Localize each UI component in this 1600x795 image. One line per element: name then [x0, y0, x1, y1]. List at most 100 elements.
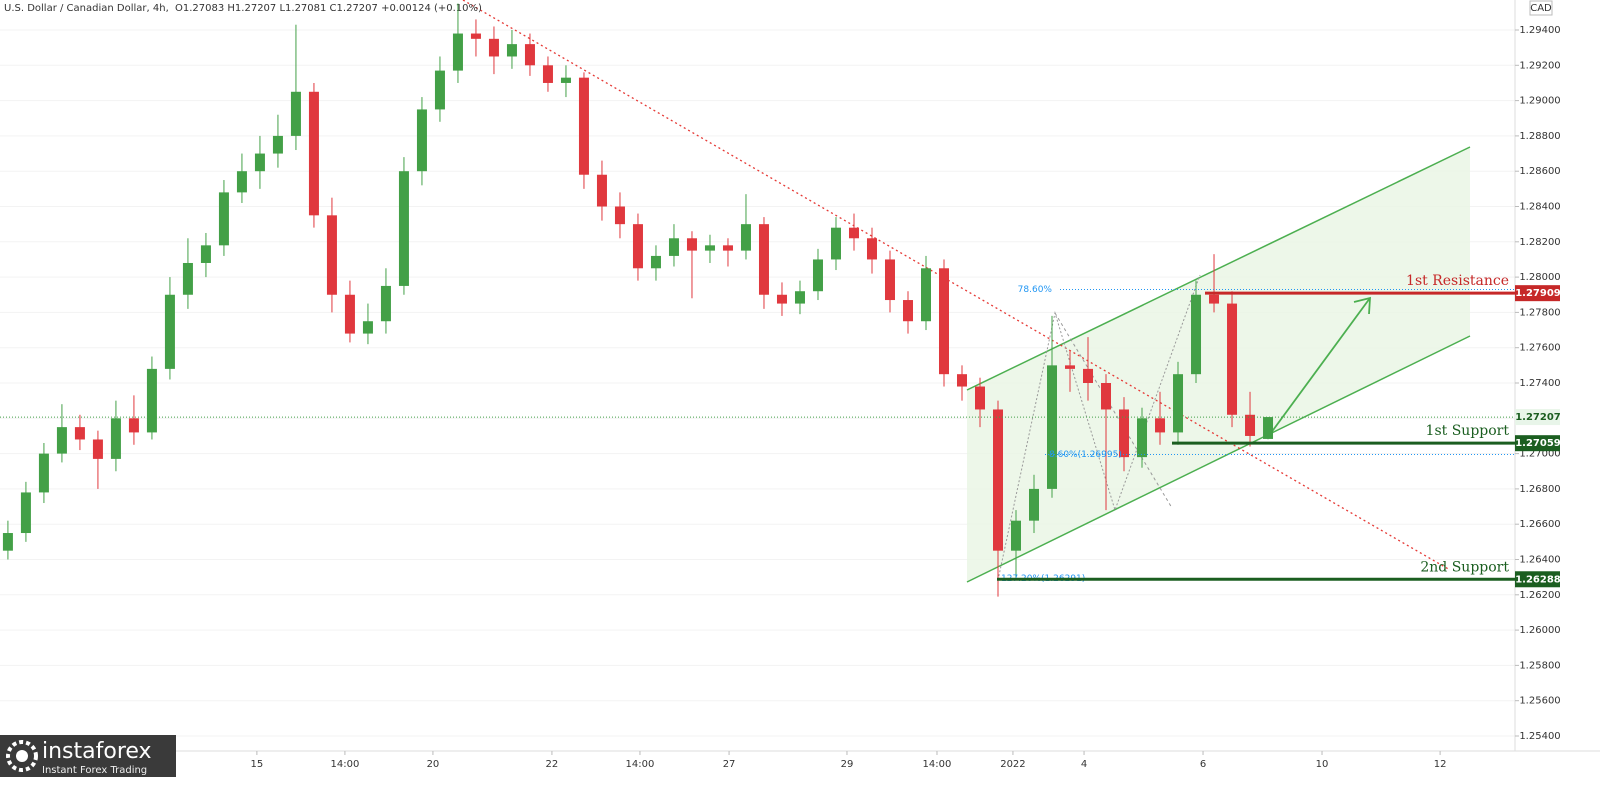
y-tick-label: 1.25800 [1519, 660, 1560, 671]
y-tick-label: 1.29400 [1519, 25, 1560, 36]
level-name: 1st Resistance [1406, 273, 1509, 289]
candle-body [1029, 488, 1040, 521]
candle-body [1245, 414, 1256, 436]
fib-label: 78.60% [1018, 285, 1053, 295]
candle-body [56, 427, 67, 454]
brand-name: instaforex [42, 739, 152, 764]
currency-box [1529, 0, 1553, 16]
y-tick-label: 1.26600 [1519, 519, 1560, 530]
candle-body [704, 245, 715, 251]
x-tick-label: 6 [1200, 759, 1206, 770]
candle-body [290, 91, 301, 136]
candle-body [650, 255, 661, 269]
drawings [462, 0, 1471, 583]
ohlc: O1.27083 H1.27207 L1.27081 C1.27207 +0.0… [175, 3, 482, 14]
candle-body [182, 262, 193, 295]
candle-body [686, 238, 697, 251]
candle-body [128, 418, 139, 433]
x-tick-label: 22 [546, 759, 559, 770]
y-tick-label: 1.27400 [1519, 378, 1560, 389]
candle-body [578, 77, 589, 175]
candle-body [920, 268, 931, 322]
y-tick-label: 1.26200 [1519, 590, 1560, 601]
candle-body [164, 294, 175, 369]
candle-body [326, 215, 337, 295]
last-price-box [1515, 409, 1560, 426]
level-box [1515, 285, 1560, 302]
candle-body [1065, 365, 1076, 369]
candle-body [488, 38, 499, 57]
candle-body [344, 294, 355, 334]
candle-body [2, 533, 13, 551]
y-tick-label: 1.27600 [1519, 343, 1560, 354]
candle-body [416, 109, 427, 172]
x-tick-label: 12 [1434, 759, 1447, 770]
channel-lower [966, 335, 1471, 583]
level-name: 2nd Support [1420, 559, 1509, 575]
x-tick-label: 14:00 [330, 759, 359, 770]
candle-body [1227, 303, 1238, 415]
x-tick-label: 15 [251, 759, 264, 770]
x-tick-label: 14:00 [626, 759, 655, 770]
y-tick-label: 1.27800 [1519, 307, 1560, 318]
candle-body [776, 294, 787, 304]
candle-body [362, 321, 373, 334]
level-name: 1st Support [1426, 423, 1510, 439]
candle-body [452, 33, 463, 71]
candle-body [236, 171, 247, 193]
candle-body [1263, 417, 1274, 439]
x-tick-label: 2022 [1000, 759, 1025, 770]
candle-body [668, 238, 679, 256]
candle-body [884, 259, 895, 301]
x-tick-label: 10 [1316, 759, 1329, 770]
projection [1054, 312, 1173, 509]
candle-body [38, 453, 49, 493]
last-price-label: 1.27207 [1515, 412, 1561, 423]
y-tick-label: 1.27000 [1519, 449, 1560, 460]
y-tick-label: 1.26800 [1519, 484, 1560, 495]
candle-body [974, 386, 985, 410]
candle-body [1119, 409, 1130, 458]
candle-body [1101, 383, 1112, 410]
candle-body [1209, 294, 1220, 304]
candle-body [524, 44, 535, 66]
level-box [1515, 571, 1560, 588]
channel-upper [966, 146, 1471, 391]
level-price: 1.26288 [1515, 574, 1561, 585]
candle-body [308, 91, 319, 216]
x-tick-label: 4 [1081, 759, 1087, 770]
y-tick-label: 1.29200 [1519, 60, 1560, 71]
y-tick-label: 1.25400 [1519, 731, 1560, 742]
candle-body [470, 33, 481, 39]
candle-body [254, 153, 265, 172]
candle-body [146, 368, 157, 433]
title: U.S. Dollar / Canadian Dollar, 4h, [4, 3, 169, 14]
candle-body [848, 227, 859, 239]
x-tick-label: 20 [427, 759, 440, 770]
candle-body [1011, 520, 1022, 551]
candle-body [632, 224, 643, 269]
y-tick-label: 1.25600 [1519, 696, 1560, 707]
candle-body [938, 268, 949, 375]
candle-body [758, 224, 769, 295]
candle-body [722, 245, 733, 251]
candle-body [272, 135, 283, 154]
fib-label: 8.60%(1.26995) [1049, 450, 1122, 460]
x-tick-label: 29 [841, 759, 854, 770]
y-tick-label: 1.28800 [1519, 131, 1560, 142]
candle-body [596, 174, 607, 207]
brand-tagline: Instant Forex Trading [42, 765, 147, 776]
y-tick-label: 1.26000 [1519, 625, 1560, 636]
channel-fill [967, 147, 1470, 582]
candle-body [1155, 418, 1166, 433]
candle-body [1191, 294, 1202, 375]
candle-body [200, 245, 211, 263]
level-price: 1.27059 [1515, 438, 1561, 449]
candle-body [1137, 418, 1148, 458]
arrow-head [1353, 296, 1371, 315]
candle-body [74, 427, 85, 440]
candle-body [218, 192, 229, 246]
candle-body [20, 492, 31, 534]
